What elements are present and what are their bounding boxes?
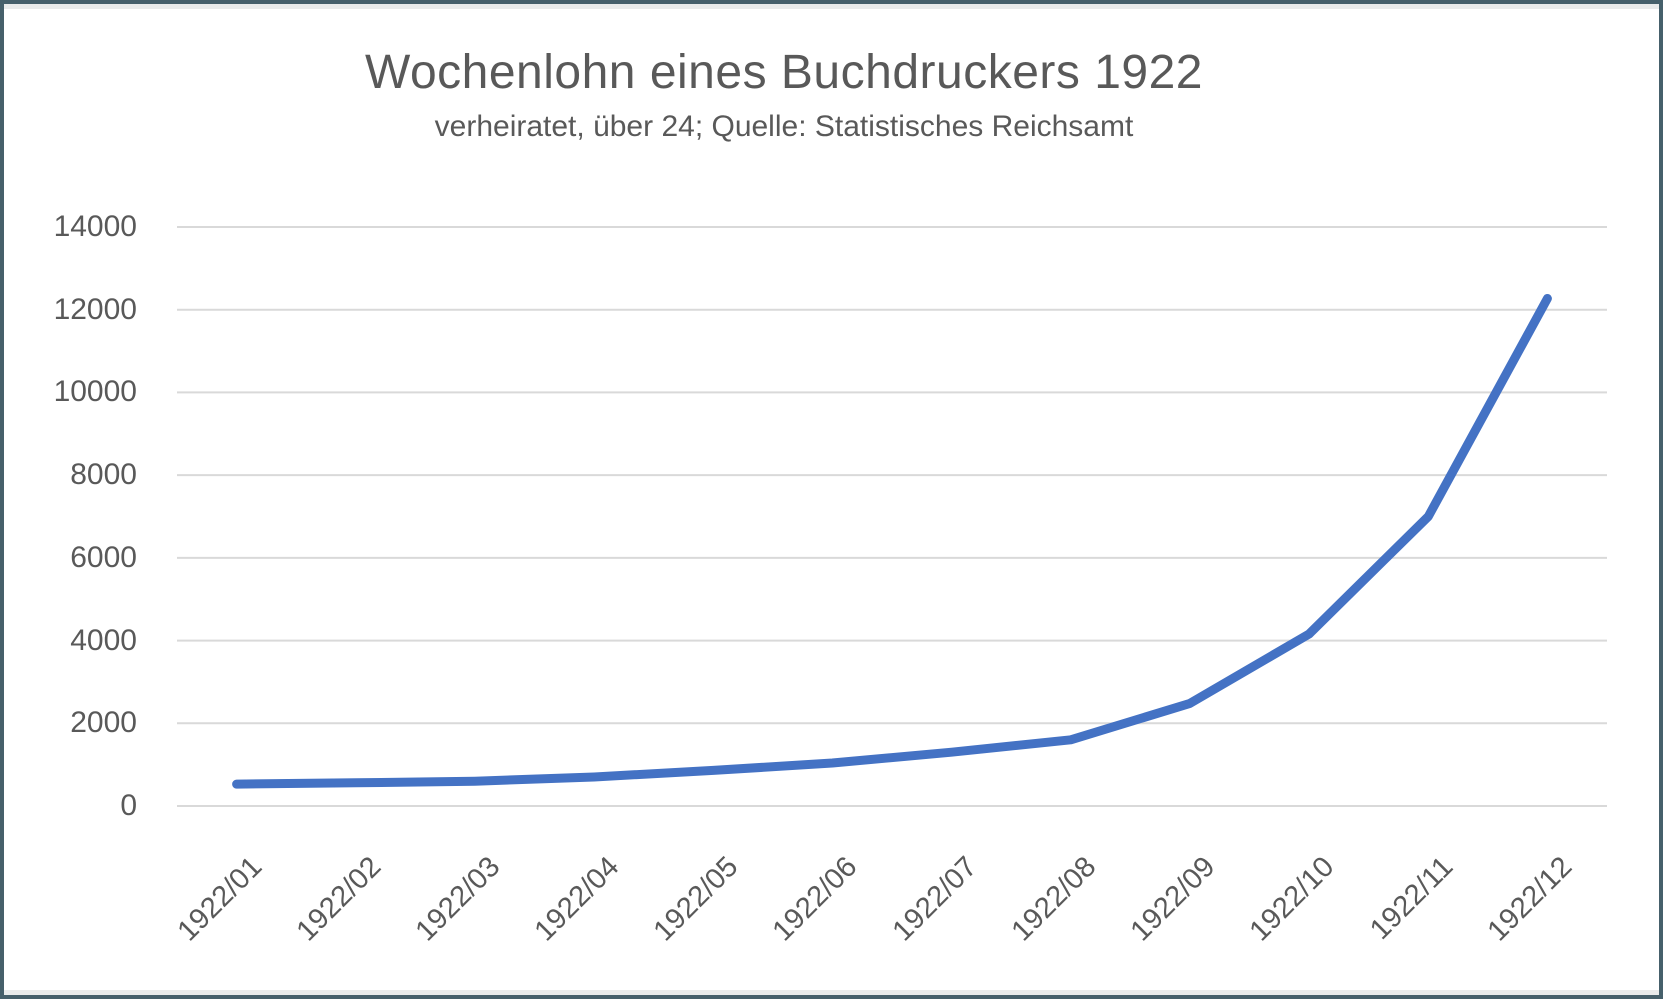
y-axis-tick-label: 6000	[70, 541, 137, 574]
y-axis-tick-label: 14000	[53, 210, 137, 243]
y-axis-tick-label: 8000	[70, 458, 137, 491]
chart-subtitle: verheiratet, über 24; Quelle: Statistisc…	[434, 110, 1134, 144]
chart-title: Wochenlohn eines Buchdruckers 1922	[365, 46, 1203, 99]
y-axis-tick-label: 0	[120, 789, 137, 822]
line-chart	[177, 226, 1607, 807]
y-axis-tick-label: 4000	[70, 624, 137, 657]
gridlines	[177, 226, 1607, 807]
y-axis-tick-label: 12000	[53, 293, 137, 326]
y-axis-tick-label: 10000	[53, 375, 137, 408]
wage-series-line	[232, 294, 1552, 789]
y-axis-tick-label: 2000	[70, 706, 137, 739]
chart-window: Wochenlohn eines Buchdruckers 1922 verhe…	[4, 9, 1659, 990]
title-block: Wochenlohn eines Buchdruckers 1922 verhe…	[4, 45, 1564, 144]
chart-canvas: Wochenlohn eines Buchdruckers 1922 verhe…	[4, 9, 1659, 990]
